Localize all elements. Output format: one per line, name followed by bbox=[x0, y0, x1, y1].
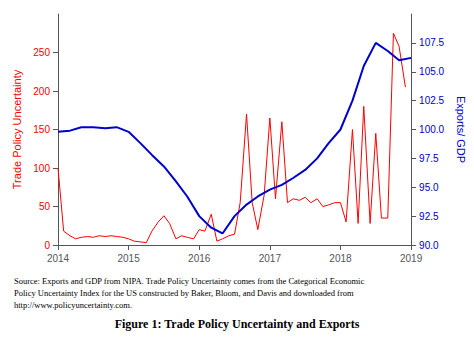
svg-text:107.5: 107.5 bbox=[419, 37, 444, 48]
svg-text:100: 100 bbox=[33, 163, 50, 174]
svg-text:250: 250 bbox=[33, 47, 50, 58]
svg-text:http://www.policyuncertainty.c: http://www.policyuncertainty.com. bbox=[14, 300, 132, 310]
svg-text:100.0: 100.0 bbox=[419, 124, 444, 135]
svg-text:Figure 1: Trade Policy Uncerta: Figure 1: Trade Policy Uncertainty and E… bbox=[115, 317, 360, 331]
svg-text:Exports/ GDP: Exports/ GDP bbox=[455, 96, 467, 163]
svg-text:2016: 2016 bbox=[188, 253, 211, 264]
svg-text:2019: 2019 bbox=[400, 253, 423, 264]
svg-text:Policy Uncertainty Index for t: Policy Uncertainty Index for the US cons… bbox=[14, 288, 354, 298]
svg-text:102.5: 102.5 bbox=[419, 95, 444, 106]
svg-text:150: 150 bbox=[33, 124, 50, 135]
svg-text:105.0: 105.0 bbox=[419, 66, 444, 77]
svg-text:50: 50 bbox=[39, 201, 51, 212]
svg-text:0: 0 bbox=[44, 240, 50, 251]
svg-text:97.5: 97.5 bbox=[419, 153, 439, 164]
svg-text:92.5: 92.5 bbox=[419, 211, 439, 222]
svg-text:2015: 2015 bbox=[117, 253, 140, 264]
svg-text:95.0: 95.0 bbox=[419, 182, 439, 193]
svg-text:Trade Policy Uncertainty: Trade Policy Uncertainty bbox=[11, 69, 23, 189]
svg-text:2014: 2014 bbox=[47, 253, 70, 264]
svg-text:90.0: 90.0 bbox=[419, 240, 439, 251]
svg-text:200: 200 bbox=[33, 86, 50, 97]
svg-text:2018: 2018 bbox=[329, 253, 352, 264]
svg-text:2017: 2017 bbox=[259, 253, 282, 264]
svg-text:Source: Exports and GDP from N: Source: Exports and GDP from NIPA. Trade… bbox=[14, 276, 364, 286]
